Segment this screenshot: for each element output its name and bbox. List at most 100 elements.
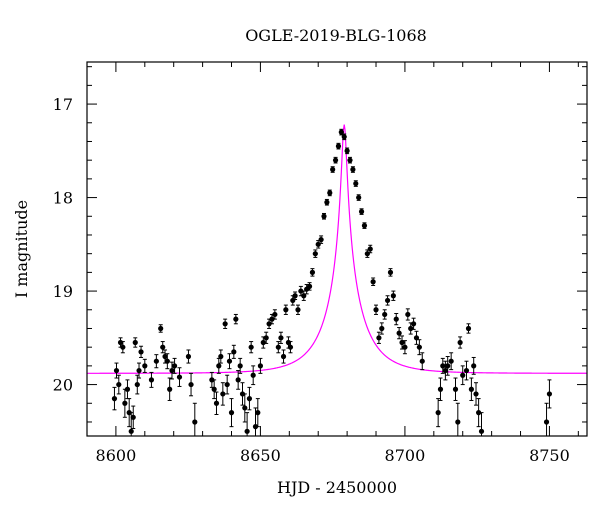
data-marker bbox=[324, 199, 330, 205]
data-marker bbox=[244, 428, 250, 434]
x-tick-label: 8600 bbox=[96, 446, 137, 465]
data-point bbox=[413, 330, 420, 345]
data-point bbox=[478, 412, 485, 436]
data-point bbox=[298, 285, 304, 297]
data-point bbox=[213, 391, 220, 415]
data-marker bbox=[448, 358, 454, 364]
data-point bbox=[111, 386, 118, 411]
data-marker bbox=[248, 344, 254, 350]
data-point bbox=[292, 291, 298, 300]
data-marker bbox=[457, 339, 463, 346]
data-marker bbox=[476, 410, 482, 416]
data-point bbox=[341, 133, 347, 141]
data-marker bbox=[255, 410, 261, 416]
data-point bbox=[321, 212, 327, 220]
data-point bbox=[226, 353, 233, 370]
data-marker bbox=[301, 293, 307, 299]
data-marker bbox=[126, 410, 132, 416]
data-point bbox=[373, 304, 379, 315]
x-tick-label: 8750 bbox=[529, 446, 570, 465]
data-marker bbox=[452, 386, 459, 392]
data-marker bbox=[341, 134, 347, 140]
plot-frame bbox=[86, 61, 588, 437]
data-marker bbox=[327, 190, 333, 196]
data-point bbox=[460, 365, 466, 386]
data-point bbox=[255, 398, 261, 428]
data-point bbox=[272, 309, 278, 320]
data-point bbox=[402, 340, 408, 355]
data-point bbox=[473, 382, 479, 406]
data-point bbox=[239, 382, 246, 406]
data-point bbox=[390, 290, 396, 301]
data-point bbox=[164, 353, 170, 370]
y-axis-label: I magnitude bbox=[12, 200, 31, 298]
data-marker bbox=[405, 311, 411, 318]
data-point bbox=[435, 398, 441, 428]
data-marker bbox=[435, 410, 441, 416]
data-marker bbox=[148, 377, 155, 383]
data-marker bbox=[543, 419, 550, 425]
data-marker bbox=[455, 419, 461, 425]
data-marker bbox=[242, 405, 248, 411]
x-tick-label: 8650 bbox=[240, 446, 281, 465]
data-point bbox=[283, 304, 289, 315]
data-point bbox=[295, 304, 301, 315]
data-marker bbox=[192, 419, 198, 425]
data-marker bbox=[353, 180, 359, 187]
data-point bbox=[332, 156, 339, 164]
data-point bbox=[142, 358, 148, 373]
data-marker bbox=[226, 358, 233, 364]
data-marker bbox=[176, 374, 183, 380]
data-marker bbox=[468, 386, 474, 392]
data-point bbox=[269, 313, 275, 325]
data-point bbox=[335, 142, 342, 150]
data-marker bbox=[465, 325, 472, 332]
data-marker bbox=[130, 414, 136, 420]
data-marker bbox=[410, 321, 417, 327]
data-point bbox=[455, 402, 461, 436]
data-point bbox=[327, 189, 333, 197]
data-marker bbox=[356, 194, 362, 201]
data-point bbox=[379, 322, 385, 335]
data-marker bbox=[376, 335, 382, 341]
data-point bbox=[252, 407, 259, 436]
data-point bbox=[384, 295, 391, 306]
data-point bbox=[410, 317, 417, 330]
data-marker bbox=[370, 279, 376, 285]
data-point bbox=[263, 331, 269, 344]
data-point bbox=[463, 360, 470, 381]
data-marker bbox=[263, 335, 269, 341]
data-point bbox=[209, 371, 215, 388]
data-marker bbox=[292, 293, 298, 299]
data-point bbox=[440, 357, 446, 374]
data-point bbox=[416, 339, 422, 356]
data-point bbox=[471, 356, 477, 375]
data-point bbox=[350, 166, 356, 173]
data-point bbox=[233, 313, 239, 325]
data-point bbox=[437, 377, 444, 401]
data-marker bbox=[224, 381, 230, 388]
y-tick-label: 17 bbox=[53, 95, 73, 114]
model-curve bbox=[87, 124, 587, 374]
data-point bbox=[396, 327, 402, 340]
data-marker bbox=[384, 297, 391, 304]
data-point bbox=[171, 357, 178, 374]
data-marker bbox=[266, 321, 272, 327]
data-marker bbox=[321, 213, 327, 219]
data-point bbox=[138, 345, 144, 358]
data-marker bbox=[171, 363, 178, 369]
data-point bbox=[405, 308, 411, 321]
x-axis-label: HJD - 2450000 bbox=[277, 478, 397, 497]
data-marker bbox=[134, 381, 140, 388]
data-marker bbox=[213, 400, 220, 406]
data-point bbox=[367, 244, 373, 254]
data-marker bbox=[280, 353, 287, 360]
data-point bbox=[353, 180, 359, 187]
data-point bbox=[153, 354, 159, 369]
data-point bbox=[376, 331, 382, 344]
data-marker bbox=[188, 381, 194, 388]
data-point bbox=[237, 357, 243, 374]
data-point bbox=[382, 309, 388, 320]
data-marker bbox=[382, 311, 388, 318]
data-marker bbox=[315, 241, 321, 247]
